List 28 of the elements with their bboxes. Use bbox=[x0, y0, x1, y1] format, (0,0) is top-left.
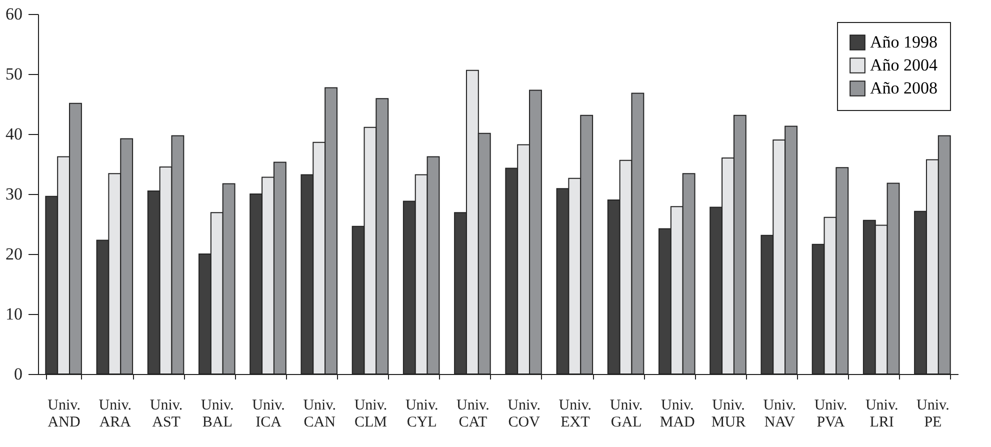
y-tick-label: 40 bbox=[6, 124, 22, 144]
x-tick-label: Univ. MAD bbox=[660, 398, 696, 430]
x-tick-label: Univ. PE bbox=[916, 398, 950, 430]
x-tick-label: Univ. CAT bbox=[456, 398, 490, 430]
x-tick-label: Univ. LRI bbox=[865, 398, 898, 430]
y-tick-label: 20 bbox=[6, 244, 22, 264]
y-tick-label: 0 bbox=[14, 364, 22, 384]
x-tick-label: Univ. COV bbox=[508, 398, 540, 430]
y-tick-label: 60 bbox=[6, 4, 22, 24]
x-tick-label: Univ. NAV bbox=[763, 398, 796, 430]
x-tick-label: Univ. BAL bbox=[201, 398, 234, 430]
legend-label: Año 2008 bbox=[870, 78, 938, 98]
x-tick-label: Univ. EXT bbox=[558, 398, 592, 430]
x-tick-label: Univ. ARA bbox=[98, 398, 132, 430]
x-tick-label: Univ. PVA bbox=[814, 398, 848, 430]
x-tick-label: Univ. MUR bbox=[711, 398, 746, 430]
x-tick-label: Univ. CYL bbox=[405, 398, 438, 430]
legend-label: Año 2004 bbox=[870, 56, 938, 74]
y-tick-label: 10 bbox=[6, 304, 22, 324]
x-tick-label: Univ. CAN bbox=[303, 398, 336, 430]
x-tick-label: Univ. GAL bbox=[610, 398, 643, 430]
x-tick-label: Univ. AND bbox=[48, 398, 80, 430]
x-tick-label: Univ. AST bbox=[150, 398, 183, 430]
x-tick-label: Univ. ICA bbox=[252, 398, 285, 430]
y-tick-label: 30 bbox=[6, 184, 22, 204]
x-tick-label: Univ. CLM bbox=[354, 398, 388, 430]
legend-label: Año 1998 bbox=[870, 32, 938, 52]
y-tick-label: 50 bbox=[6, 64, 22, 84]
